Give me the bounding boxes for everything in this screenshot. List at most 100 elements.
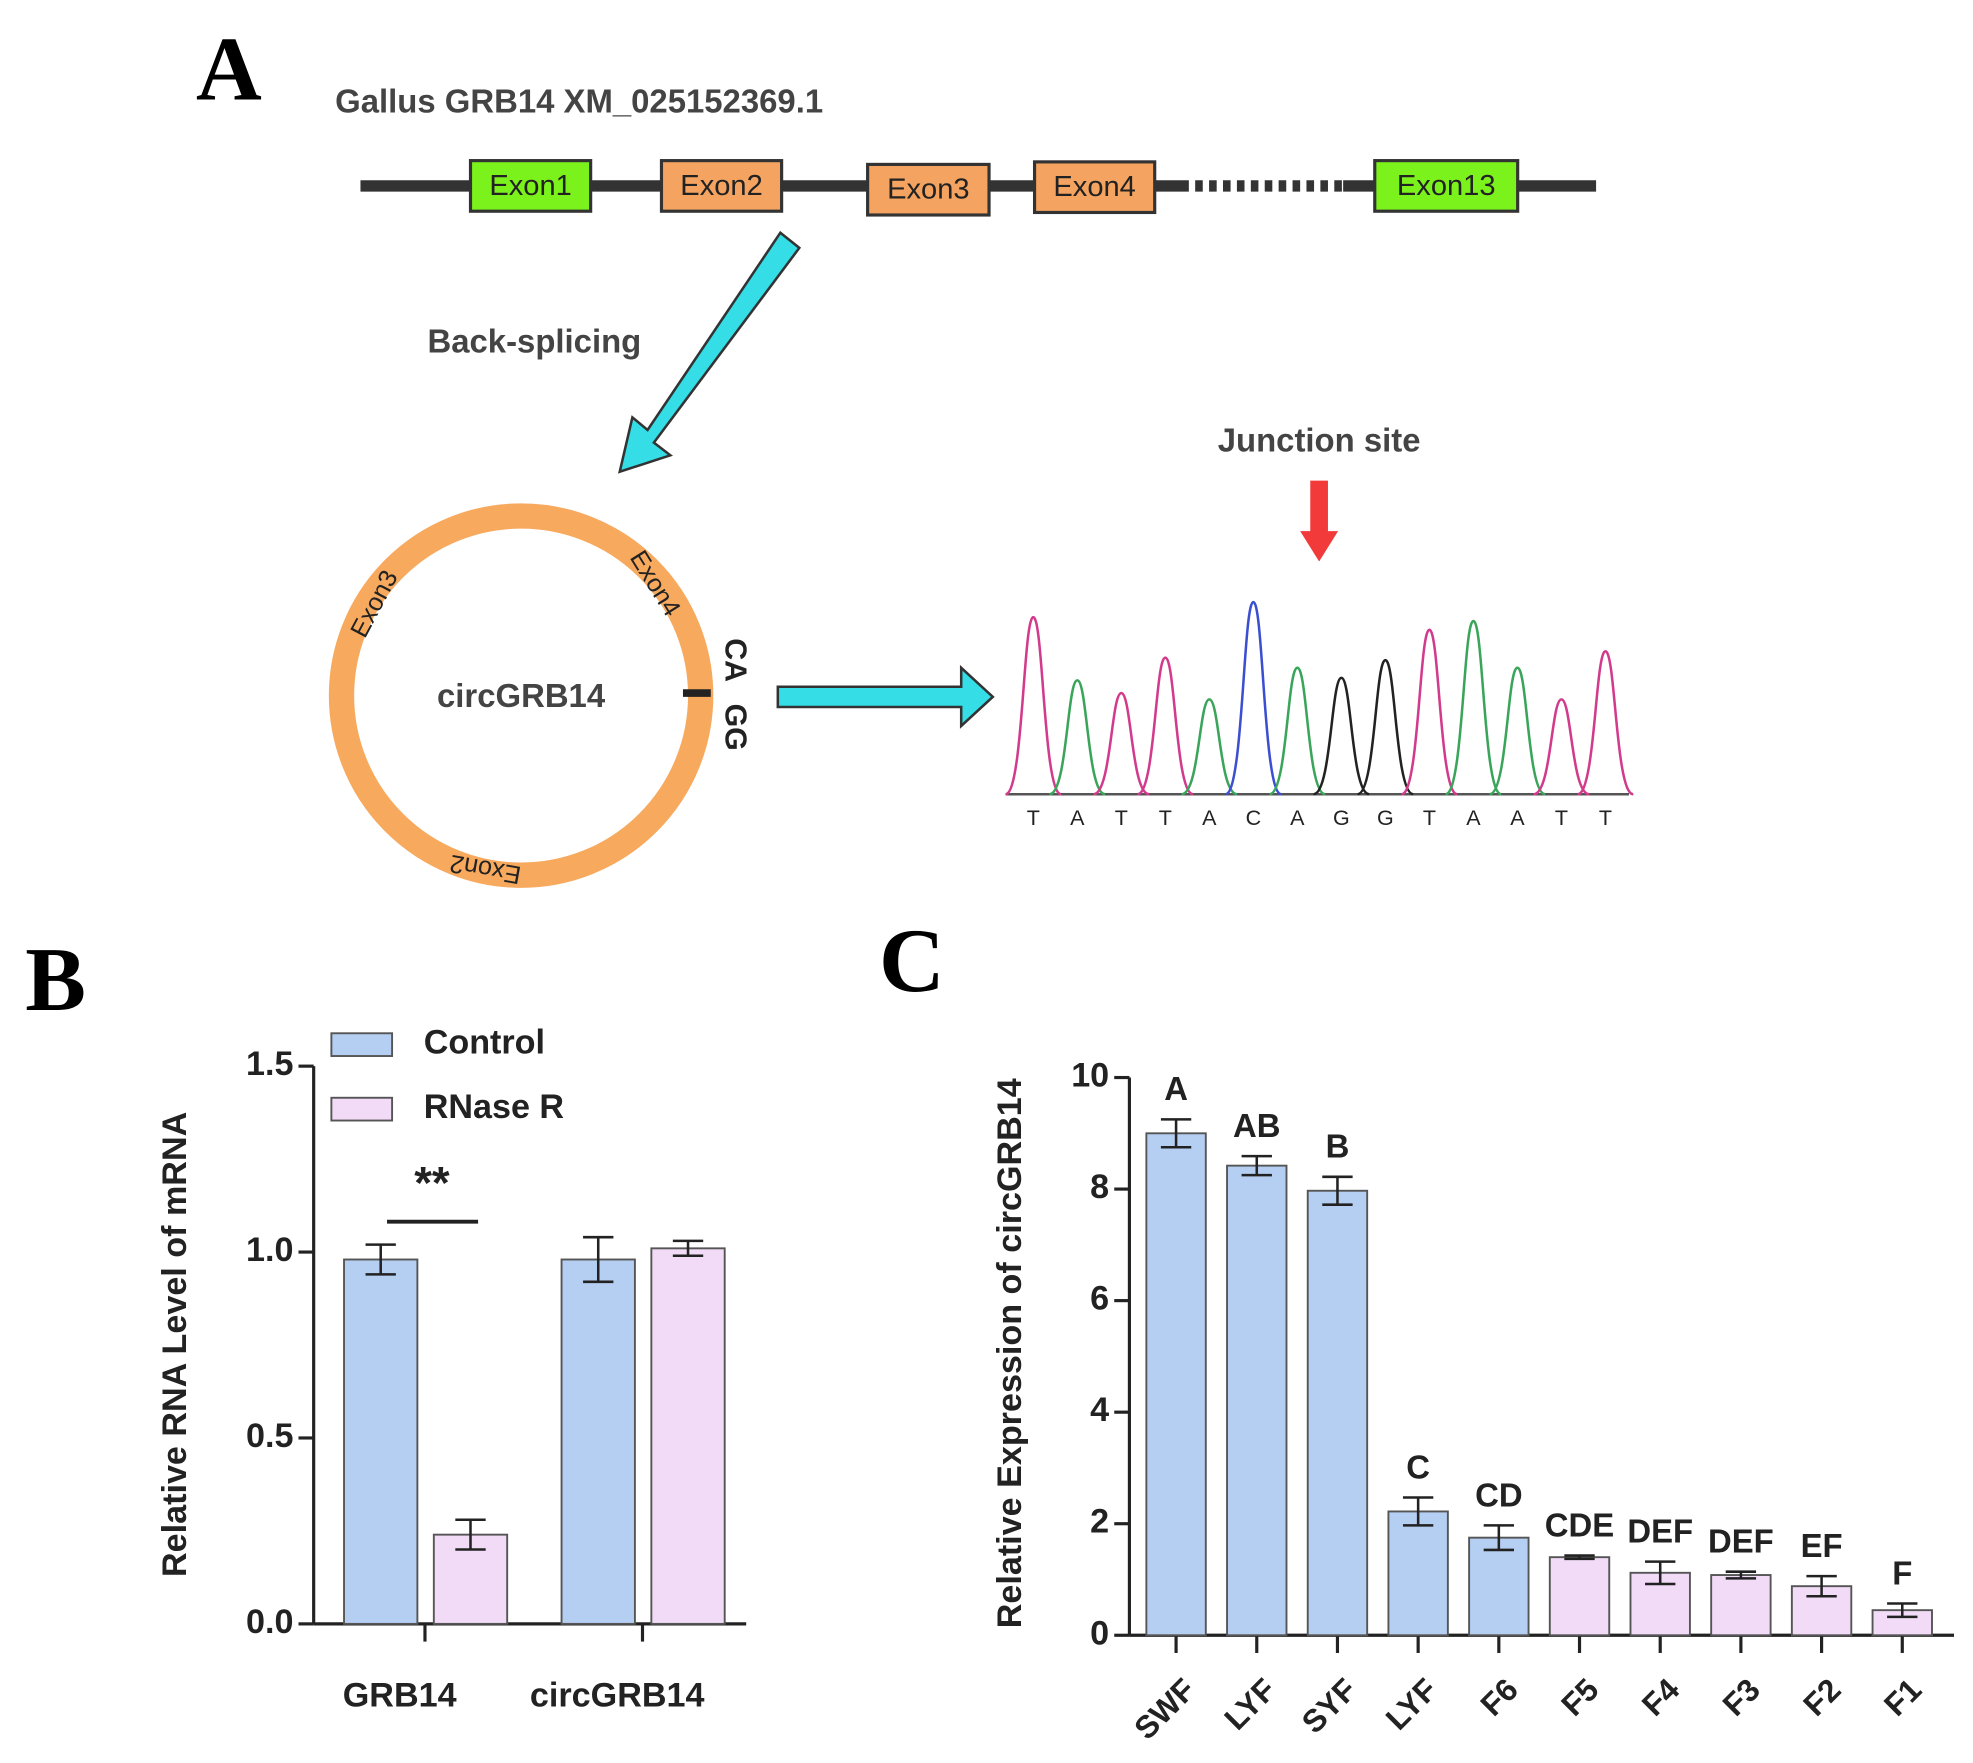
trace-peak (1356, 658, 1414, 796)
exon (1032, 160, 1157, 215)
junction-right: GG (719, 704, 752, 751)
error-bar (1402, 1496, 1434, 1527)
trace-peak (1313, 676, 1370, 796)
x-tick-label: SYF (1295, 1671, 1364, 1740)
error-bar (1806, 1574, 1837, 1598)
y-tick-label: 6 (1090, 1280, 1109, 1318)
back-splice-arrow (617, 230, 802, 474)
trace-peak (1533, 698, 1590, 796)
error-bar (1322, 1175, 1353, 1206)
base-call: G (1377, 806, 1394, 830)
base-call: T (1027, 806, 1040, 830)
error-bar (455, 1518, 486, 1551)
data-label: CD (1475, 1476, 1522, 1513)
data-label: DEF (1627, 1513, 1693, 1550)
legend-label: RNase R (424, 1088, 564, 1126)
x-tick-label: F3 (1715, 1671, 1767, 1723)
error-bar (1887, 1602, 1918, 1619)
error-bar (1241, 1154, 1272, 1177)
x-tick-label: F6 (1473, 1671, 1525, 1723)
data-label: CDE (1545, 1506, 1614, 1543)
data-label: C (1406, 1448, 1430, 1485)
bar (1387, 1510, 1449, 1637)
legend-swatch (330, 1032, 394, 1057)
bar (1468, 1536, 1530, 1637)
trace-peak (1577, 650, 1634, 796)
x-tick-label: F4 (1635, 1671, 1687, 1723)
exon (659, 159, 784, 213)
y-tick-label: 4 (1090, 1391, 1109, 1429)
base-call: T (1423, 806, 1436, 830)
chromatogram (1004, 600, 1634, 796)
junction-site-label: Junction site (1218, 421, 1421, 458)
exon (468, 159, 593, 213)
trace-peak (1400, 628, 1458, 796)
error-bar (672, 1239, 704, 1258)
trace-peak (1092, 691, 1150, 796)
base-call: T (1555, 806, 1568, 830)
base-call: T (1599, 806, 1612, 830)
bar (1145, 1132, 1207, 1637)
base-call: A (1070, 806, 1085, 830)
y-tick-label: 2 (1090, 1503, 1109, 1541)
bar (1306, 1189, 1369, 1637)
data-label: DEF (1708, 1523, 1774, 1560)
y-tick-label: 1.5 (246, 1045, 293, 1083)
legend-swatch (330, 1096, 394, 1122)
x-tick-label: SWF (1127, 1671, 1202, 1746)
junction-pointer (1300, 480, 1339, 562)
y-tick-label: 1.0 (246, 1231, 293, 1269)
error-bar (1725, 1570, 1757, 1580)
trace-peak (1268, 666, 1326, 796)
trace-peak (1136, 656, 1194, 796)
exon (1373, 159, 1520, 213)
trace-peak (1004, 615, 1062, 796)
exon (866, 162, 991, 217)
panel-label: B (25, 929, 86, 1030)
y-tick-label: 10 (1071, 1057, 1109, 1095)
error-bar (1564, 1554, 1595, 1561)
y-tick-label: 0.0 (246, 1603, 293, 1641)
gene-label: Gallus GRB14 XM_025152369.1 (335, 82, 823, 119)
exon-label: Exon4 (1053, 171, 1135, 203)
data-label: B (1326, 1128, 1350, 1165)
exon-label: Exon13 (1397, 170, 1496, 202)
circ-exon-label: Exon2 (448, 849, 523, 889)
data-label: AB (1233, 1107, 1280, 1144)
x-tick-label: GRB14 (343, 1676, 457, 1714)
exon-label: Exon1 (489, 170, 571, 202)
junction-left: CA (719, 638, 752, 682)
x-tick-label: F5 (1554, 1671, 1606, 1723)
x-tick-label: LYF (1217, 1671, 1283, 1737)
error-bar (1160, 1118, 1192, 1149)
error-bar (1483, 1524, 1515, 1552)
bar (560, 1258, 636, 1625)
x-tick-label: F1 (1877, 1671, 1929, 1723)
bar (650, 1247, 726, 1625)
trace-peak (1181, 698, 1238, 796)
bar (1226, 1164, 1288, 1637)
x-tick-label: LYF (1379, 1671, 1445, 1737)
error-bar (583, 1235, 614, 1284)
y-axis-label: Relative Expression of circGRB14 (991, 1078, 1029, 1628)
trace-peak (1048, 679, 1106, 796)
base-call: C (1246, 806, 1262, 830)
data-label: EF (1801, 1527, 1843, 1564)
panel-label: C (879, 910, 945, 1011)
back-splicing-label: Back-splicing (428, 323, 642, 360)
trace-peak (1444, 619, 1502, 796)
junction-arrow (776, 664, 995, 729)
y-tick-label: 0 (1090, 1614, 1109, 1652)
panel-label: A (196, 18, 262, 119)
base-call: G (1333, 806, 1350, 830)
exon-label: Exon2 (680, 170, 762, 202)
legend-label: Control (424, 1024, 545, 1062)
data-label: F (1892, 1554, 1912, 1591)
base-call: A (1466, 806, 1481, 830)
x-tick-label: circGRB14 (530, 1676, 705, 1714)
y-tick-label: 0.5 (246, 1417, 293, 1455)
trace-peak (1489, 666, 1546, 796)
error-bar (1645, 1560, 1676, 1586)
y-tick-label: 8 (1090, 1168, 1109, 1206)
